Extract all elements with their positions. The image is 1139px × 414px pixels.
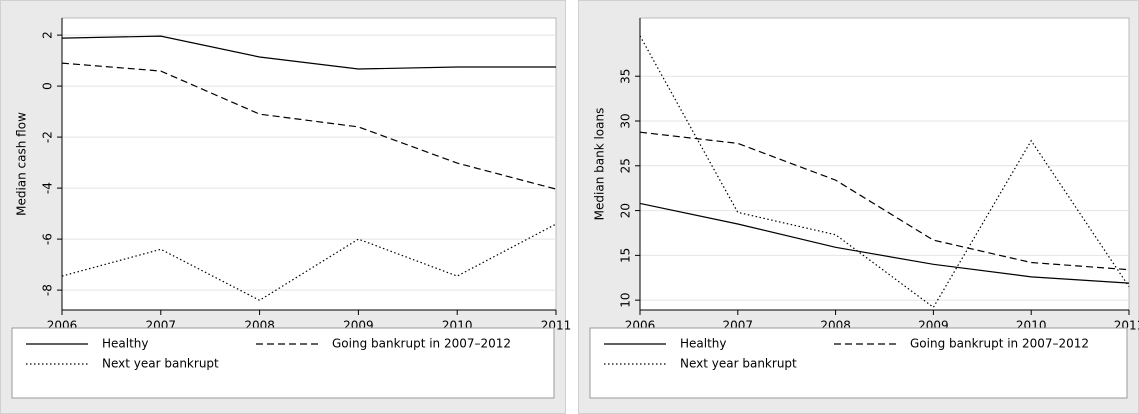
y-tick-label: -2 bbox=[41, 131, 55, 143]
y-tick-label: 2 bbox=[41, 31, 55, 39]
y-tick-label: 15 bbox=[619, 248, 633, 263]
y-tick-label: -6 bbox=[41, 233, 55, 245]
legend-box bbox=[589, 327, 1128, 399]
series-line bbox=[639, 202, 1130, 284]
legend-box bbox=[11, 327, 555, 399]
series-line bbox=[639, 131, 1130, 271]
plot-area bbox=[61, 17, 557, 311]
legend-label: Going bankrupt in 2007–2012 bbox=[332, 337, 511, 351]
y-tick-label: -8 bbox=[41, 284, 55, 296]
y-axis-title: Median bank loans bbox=[593, 108, 607, 221]
legend-label: Healthy bbox=[102, 337, 149, 351]
series-line bbox=[61, 62, 557, 190]
legend-label: Next year bankrupt bbox=[680, 357, 797, 371]
y-tick-label: 25 bbox=[619, 158, 633, 173]
series-line bbox=[639, 35, 1130, 309]
legend-label: Next year bankrupt bbox=[102, 357, 219, 371]
legend-label: Healthy bbox=[680, 337, 727, 351]
y-tick-label: 0 bbox=[41, 82, 55, 90]
y-tick-label: 35 bbox=[619, 69, 633, 84]
series-line bbox=[61, 35, 556, 70]
y-tick-label: 30 bbox=[619, 113, 633, 128]
y-tick-label: -4 bbox=[41, 182, 55, 194]
y-tick-label: 20 bbox=[619, 203, 633, 218]
series-line bbox=[61, 223, 557, 301]
plot-area bbox=[639, 17, 1130, 311]
legend-label: Going bankrupt in 2007–2012 bbox=[910, 337, 1089, 351]
y-tick-label: 10 bbox=[619, 293, 633, 308]
y-axis-title: Median cash flow bbox=[15, 112, 29, 216]
